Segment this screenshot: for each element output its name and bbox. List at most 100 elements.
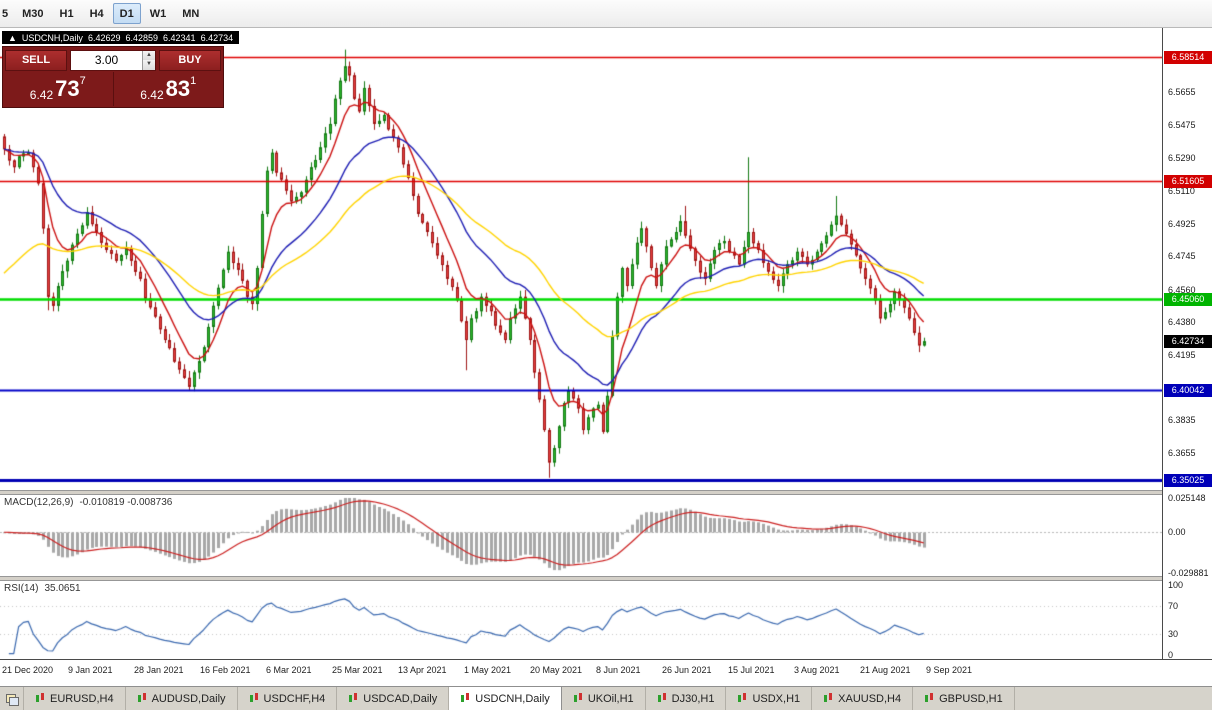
rsi-chart-canvas[interactable]: [0, 581, 1162, 659]
rsi-tick-label: 0: [1168, 650, 1174, 660]
timeframe-button-d1[interactable]: D1: [112, 3, 141, 24]
buy-price-display[interactable]: 6.42 83 1: [114, 72, 224, 106]
rsi-tick-label: 30: [1168, 629, 1179, 639]
ohlc-strip: ▲ USDCNH,Daily 6.42629 6.42859 6.42341 6…: [2, 31, 240, 44]
chart-tab-ukoil[interactable]: UKOil,H1: [562, 687, 646, 710]
date-tick-label: 15 Jul 2021: [728, 665, 775, 675]
chart-tab-usdchf[interactable]: USDCHF,H4: [238, 687, 338, 710]
date-tick-label: 26 Jun 2021: [662, 665, 712, 675]
candlestick-icon: [249, 693, 259, 704]
sell-price-display[interactable]: 6.42 73 7: [3, 72, 114, 106]
candlestick-icon: [137, 693, 147, 704]
price-tick-label: 6.4925: [1168, 218, 1196, 229]
chart-tab-audusd[interactable]: AUDUSD,Daily: [126, 687, 238, 710]
timeframe-button-w1[interactable]: W1: [149, 7, 167, 20]
panel-splitter[interactable]: [0, 490, 1212, 495]
candlestick-icon: [924, 693, 934, 704]
timeframe-button-h1[interactable]: H1: [59, 7, 74, 20]
lot-down-button[interactable]: ▼: [143, 60, 155, 70]
one-click-trading-panel: SELL 3.00 ▲ ▼ BUY 6.42 73 7 6.42 83 1: [2, 46, 224, 108]
macd-panel: MACD(12,26,9) -0.010819 -0.008736: [0, 495, 1162, 576]
chart-tab-label: USDX,H1: [752, 692, 801, 705]
chart-tab-usdcad[interactable]: USDCAD,Daily: [337, 687, 450, 710]
date-tick-label: 20 May 2021: [530, 665, 583, 675]
date-tick-label: 25 Mar 2021: [332, 665, 383, 675]
macd-title: MACD(12,26,9) -0.010819 -0.008736: [4, 497, 173, 508]
candlestick-icon: [460, 693, 470, 704]
hline-price-badge: 6.45060: [1164, 293, 1212, 307]
window-list-icon: [6, 693, 19, 706]
window-list-button[interactable]: [0, 687, 24, 710]
date-axis[interactable]: 21 Dec 2020 9 Jan 2021 28 Jan 2021 16 Feb 2…: [0, 659, 1212, 686]
price-tick-label: 6.3655: [1168, 447, 1196, 458]
hline-price-badge: 6.51605: [1164, 175, 1212, 189]
chart-tab-label: USDCAD,Daily: [363, 692, 438, 705]
date-tick-label: 28 Jan 2021: [134, 665, 184, 675]
current-price-badge: 6.42734: [1164, 335, 1212, 349]
date-tick-label: 9 Jan 2021: [68, 665, 113, 675]
one-click-collapse-icon[interactable]: ▲: [8, 32, 17, 43]
rsi-title: RSI(14) 35.0651: [4, 583, 81, 594]
macd-chart-canvas[interactable]: [0, 495, 1162, 576]
candlestick-icon: [657, 693, 667, 704]
date-tick-label: 13 Apr 2021: [398, 665, 447, 675]
chart-tab-usdcnh[interactable]: USDCNH,Daily: [449, 686, 562, 710]
date-tick-label: 6 Mar 2021: [266, 665, 312, 675]
ohlc-low: 6.42341: [163, 32, 196, 43]
candlestick-icon: [35, 693, 45, 704]
date-tick-label: 1 May 2021: [464, 665, 512, 675]
buy-button[interactable]: BUY: [159, 49, 221, 71]
date-tick-label: 8 Jun 2021: [596, 665, 641, 675]
chart-tab-bar: EURUSD,H4 AUDUSD,Daily USDCHF,H4 USDCAD,Dai…: [0, 686, 1212, 710]
timeframe-toolbar: 5 M30 H1 H4 D1 W1 MN: [0, 0, 1212, 28]
chart-tab-gbpusd[interactable]: GBPUSD,H1: [913, 687, 1015, 710]
timeframe-button-h4[interactable]: H4: [89, 7, 104, 20]
date-tick-label: 16 Feb 2021: [200, 665, 251, 675]
chart-tab-usdx[interactable]: USDX,H1: [726, 687, 813, 710]
price-tick-label: 6.4195: [1168, 350, 1196, 361]
rsi-value: 35.0651: [44, 583, 81, 594]
sell-button[interactable]: SELL: [5, 49, 67, 71]
candlestick-icon: [573, 693, 583, 704]
chart-tab-xauusd[interactable]: XAUUSD,H4: [812, 687, 914, 710]
rsi-tick-label: 70: [1168, 601, 1179, 611]
buy-price-pip-digit: 1: [190, 75, 197, 87]
chart-tab-label: USDCHF,H4: [263, 692, 326, 705]
price-tick-label: 6.4380: [1168, 317, 1196, 328]
price-tick-label: 6.4745: [1168, 251, 1196, 262]
timeframe-button-m30[interactable]: M30: [22, 7, 44, 20]
price-tick-label: 6.5290: [1168, 153, 1196, 164]
hline-price-badge: 6.58514: [1164, 51, 1212, 65]
ohlc-open: 6.42629: [87, 32, 121, 43]
ohlc-close: 6.42734: [200, 32, 234, 43]
hline-price-badge: 6.35025: [1164, 474, 1212, 487]
sell-price-prefix: 6.42: [29, 88, 54, 102]
macd-tick-label: -0.029881: [1168, 568, 1209, 578]
sell-price-pip-digit: 7: [79, 75, 86, 87]
chart-tab-label: AUDUSD,Daily: [151, 692, 226, 705]
macd-tick-label: 0.025148: [1168, 493, 1206, 503]
chart-tab-label: GBPUSD,H1: [939, 692, 1003, 705]
price-tick-label: 6.5655: [1168, 87, 1196, 98]
buy-price-prefix: 6.42: [140, 88, 164, 102]
price-tick-label: 6.4560: [1168, 284, 1196, 295]
lot-size-input[interactable]: 3.00 ▲ ▼: [70, 49, 156, 71]
candlestick-icon: [823, 693, 833, 704]
buy-price-big-digits: 83: [165, 76, 191, 101]
chart-tab-dj30[interactable]: DJ30,H1: [646, 687, 727, 710]
chart-tab-label: XAUUSD,H4: [838, 692, 902, 705]
timeframe-button-5[interactable]: 5: [2, 7, 9, 20]
chart-tab-eurusd[interactable]: EURUSD,H4: [24, 687, 126, 710]
price-tick-label: 6.5110: [1168, 185, 1195, 196]
lot-up-button[interactable]: ▲: [143, 50, 155, 60]
lot-size-value[interactable]: 3.00: [94, 53, 119, 67]
timeframe-button-mn[interactable]: MN: [182, 7, 200, 20]
price-tick-label: 6.5475: [1168, 119, 1196, 130]
chart-tab-label: DJ30,H1: [671, 692, 715, 705]
rsi-panel: RSI(14) 35.0651: [0, 581, 1162, 659]
chart-tab-label: USDCNH,Daily: [475, 692, 550, 705]
panel-splitter[interactable]: [0, 576, 1212, 581]
date-tick-label: 21 Dec 2020: [2, 665, 54, 675]
chart-tab-label: UKOil,H1: [587, 692, 634, 705]
price-axis[interactable]: 6.5655 6.5475 6.5290 6.5110 6.4925 6.4745 6.45…: [1162, 28, 1212, 660]
